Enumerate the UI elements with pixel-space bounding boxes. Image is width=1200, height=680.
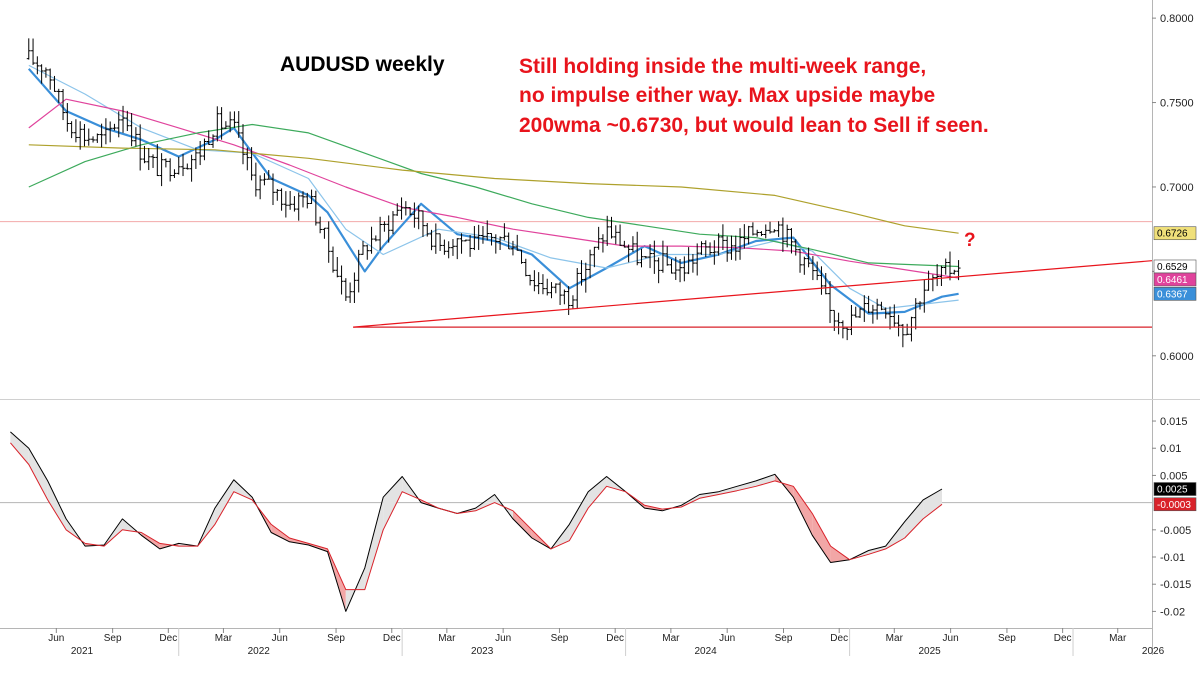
annotation-line-3: 200wma ~0.6730, but would lean to Sell i… <box>519 114 989 137</box>
annotation-line-1: Still holding inside the multi-week rang… <box>519 55 926 78</box>
x-month-label: Mar <box>1109 633 1127 644</box>
price-panel <box>0 38 1153 348</box>
osc-fill-down <box>271 524 290 542</box>
osc-fill-up <box>756 474 775 487</box>
osc-y-tick-label: -0.005 <box>1160 525 1191 537</box>
x-month-label: Sep <box>104 633 122 644</box>
x-month-label: Dec <box>159 633 177 644</box>
x-month-label: Dec <box>1054 633 1072 644</box>
moving-average-3 <box>28 123 959 268</box>
badge-text: 0.0025 <box>1157 485 1188 496</box>
osc-fill-up <box>28 448 48 500</box>
price-badge-3: 0.6367 <box>1153 287 1197 301</box>
osc-fill-up <box>364 497 384 590</box>
osc-fill-up <box>923 489 942 519</box>
price-badge-2: 0.6461 <box>1153 272 1197 287</box>
osc-fill-up <box>904 499 924 538</box>
x-month-label: Sep <box>775 633 793 644</box>
price-badge-1: 0.6529 <box>1153 259 1197 274</box>
osc-fill-up <box>868 546 886 555</box>
x-month-label: Dec <box>383 633 401 644</box>
osc-y-tick-label: -0.01 <box>1160 552 1185 564</box>
osc-fill-up <box>699 491 719 499</box>
osc-fill-up <box>588 476 607 509</box>
x-month-label: Sep <box>327 633 345 644</box>
osc-fill-down <box>812 513 831 563</box>
question-mark: ? <box>964 230 976 251</box>
osc-fill-up <box>718 486 737 495</box>
x-month-label: Jun <box>272 633 288 644</box>
osc-y-tick-label: 0.015 <box>1160 416 1188 428</box>
x-year-label: 2022 <box>248 646 271 657</box>
moving-average-4 <box>28 144 959 234</box>
x-month-label: Mar <box>662 633 680 644</box>
osc-fill-down <box>793 486 813 536</box>
badge-text: -0.0003 <box>1157 500 1191 511</box>
osc-fill-up <box>47 480 67 530</box>
oscillator-lines <box>10 431 943 612</box>
oscillator-line-1 <box>10 442 943 591</box>
x-month-label: Dec <box>606 633 624 644</box>
y-tick-label: 0.7500 <box>1160 98 1194 110</box>
rising-trendline <box>353 260 1153 328</box>
x-month-label: Mar <box>438 633 456 644</box>
osc-fill-up <box>569 491 589 541</box>
osc-y-tick-label: 0.01 <box>1160 443 1181 455</box>
x-month-label: Jun <box>48 633 64 644</box>
chart-title: AUDUSD weekly <box>280 53 445 76</box>
osc-y-tick-label: -0.02 <box>1160 606 1185 618</box>
osc-fill-up <box>475 494 495 511</box>
x-month-label: Jun <box>943 633 959 644</box>
osc-fill-down <box>830 546 850 563</box>
x-year-label: 2026 <box>1142 646 1165 657</box>
osc-fill-up <box>383 476 403 530</box>
oscillator-panel <box>0 431 1152 612</box>
badge-text: 0.6367 <box>1157 289 1188 300</box>
x-year-label: 2024 <box>694 646 717 657</box>
x-year-label: 2023 <box>471 646 494 657</box>
moving-average-2 <box>28 98 959 279</box>
osc-badge-1: -0.0003 <box>1153 497 1197 512</box>
y-tick-label: 0.6000 <box>1160 351 1194 363</box>
x-month-label: Sep <box>998 633 1016 644</box>
osc-fill-up <box>10 431 29 465</box>
x-month-label: Mar <box>215 633 233 644</box>
x-year-label: 2021 <box>71 646 94 657</box>
ohlc-bars <box>26 38 961 348</box>
price-badge-0: 0.6726 <box>1153 226 1197 241</box>
osc-fill-down <box>141 532 160 549</box>
y-tick-label: 0.8000 <box>1160 13 1194 25</box>
last-value-badges: 0.6726 0.6529 0.6461 0.6367 0.0025 -0.0003 <box>1153 226 1197 512</box>
x-month-label: Jun <box>495 633 511 644</box>
x-month-label: Mar <box>886 633 904 644</box>
x-month-label: Jun <box>719 633 735 644</box>
osc-y-tick-label: -0.015 <box>1160 579 1191 591</box>
osc-fill-down <box>513 510 532 538</box>
badge-text: 0.6461 <box>1157 275 1188 286</box>
osc-badge-0: 0.0025 <box>1153 482 1197 496</box>
badge-text: 0.6726 <box>1157 229 1188 240</box>
osc-y-tick-label: 0.005 <box>1160 470 1188 482</box>
badge-text: 0.6529 <box>1157 262 1188 273</box>
y-tick-label: 0.7000 <box>1160 182 1194 194</box>
annotation-line-2: no impulse either way. Max upside maybe <box>519 84 935 107</box>
oscillator-y-axis: 0.015 0.01 0.005 -0.005 -0.01 -0.015 -0.02 <box>1152 416 1191 618</box>
oscillator-line-0 <box>10 431 943 612</box>
x-axis: Jun Sep Dec Mar Jun Sep Dec Mar Jun Sep Dec Mar Jun S… <box>48 628 1165 657</box>
x-year-label: 2025 <box>918 646 941 657</box>
osc-fill-up <box>737 480 756 491</box>
osc-fill-up <box>214 479 234 525</box>
x-month-label: Sep <box>551 633 569 644</box>
x-month-label: Dec <box>830 633 848 644</box>
